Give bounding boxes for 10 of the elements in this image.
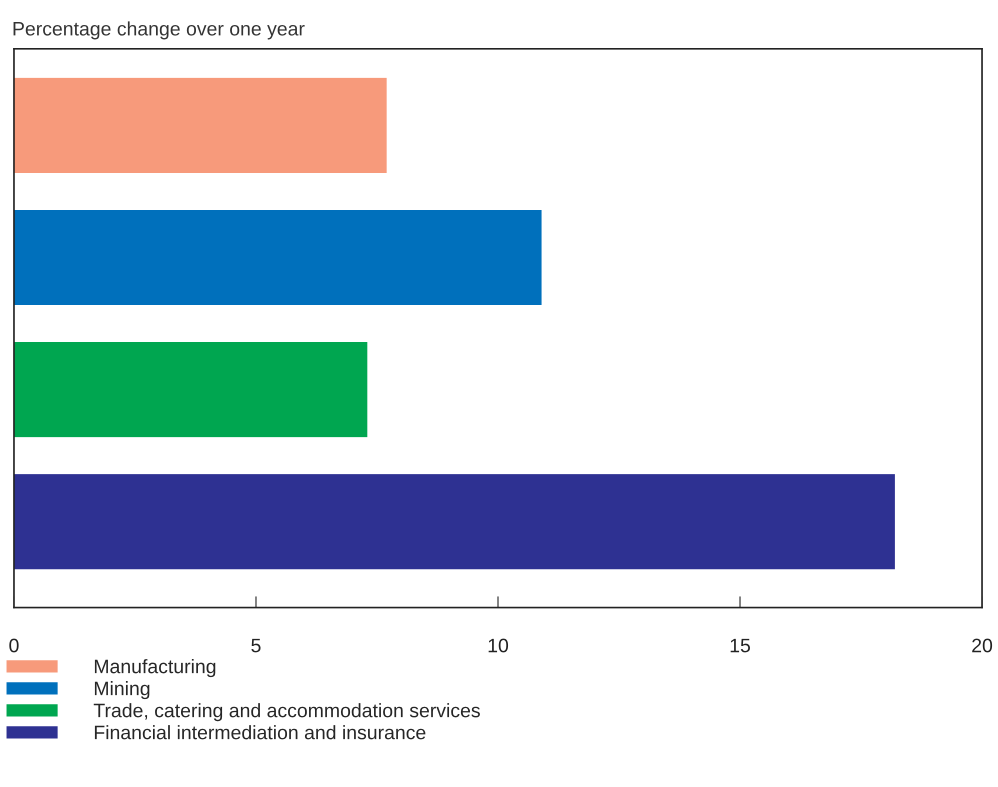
legend-label: Mining <box>94 681 150 700</box>
x-tick-label: 10 <box>488 638 508 652</box>
legend-label: Financial intermediation and insurance <box>94 725 426 740</box>
x-tick-label: 5 <box>251 638 261 652</box>
x-tick-label: 15 <box>730 638 750 652</box>
chart-title: Percentage change over one year <box>14 21 305 40</box>
legend-label: Trade, catering and accommodation services <box>94 703 480 722</box>
legend-label: Manufacturing <box>94 659 216 678</box>
x-tick-label: 0 <box>9 638 19 652</box>
x-tick-label: 20 <box>972 638 992 652</box>
